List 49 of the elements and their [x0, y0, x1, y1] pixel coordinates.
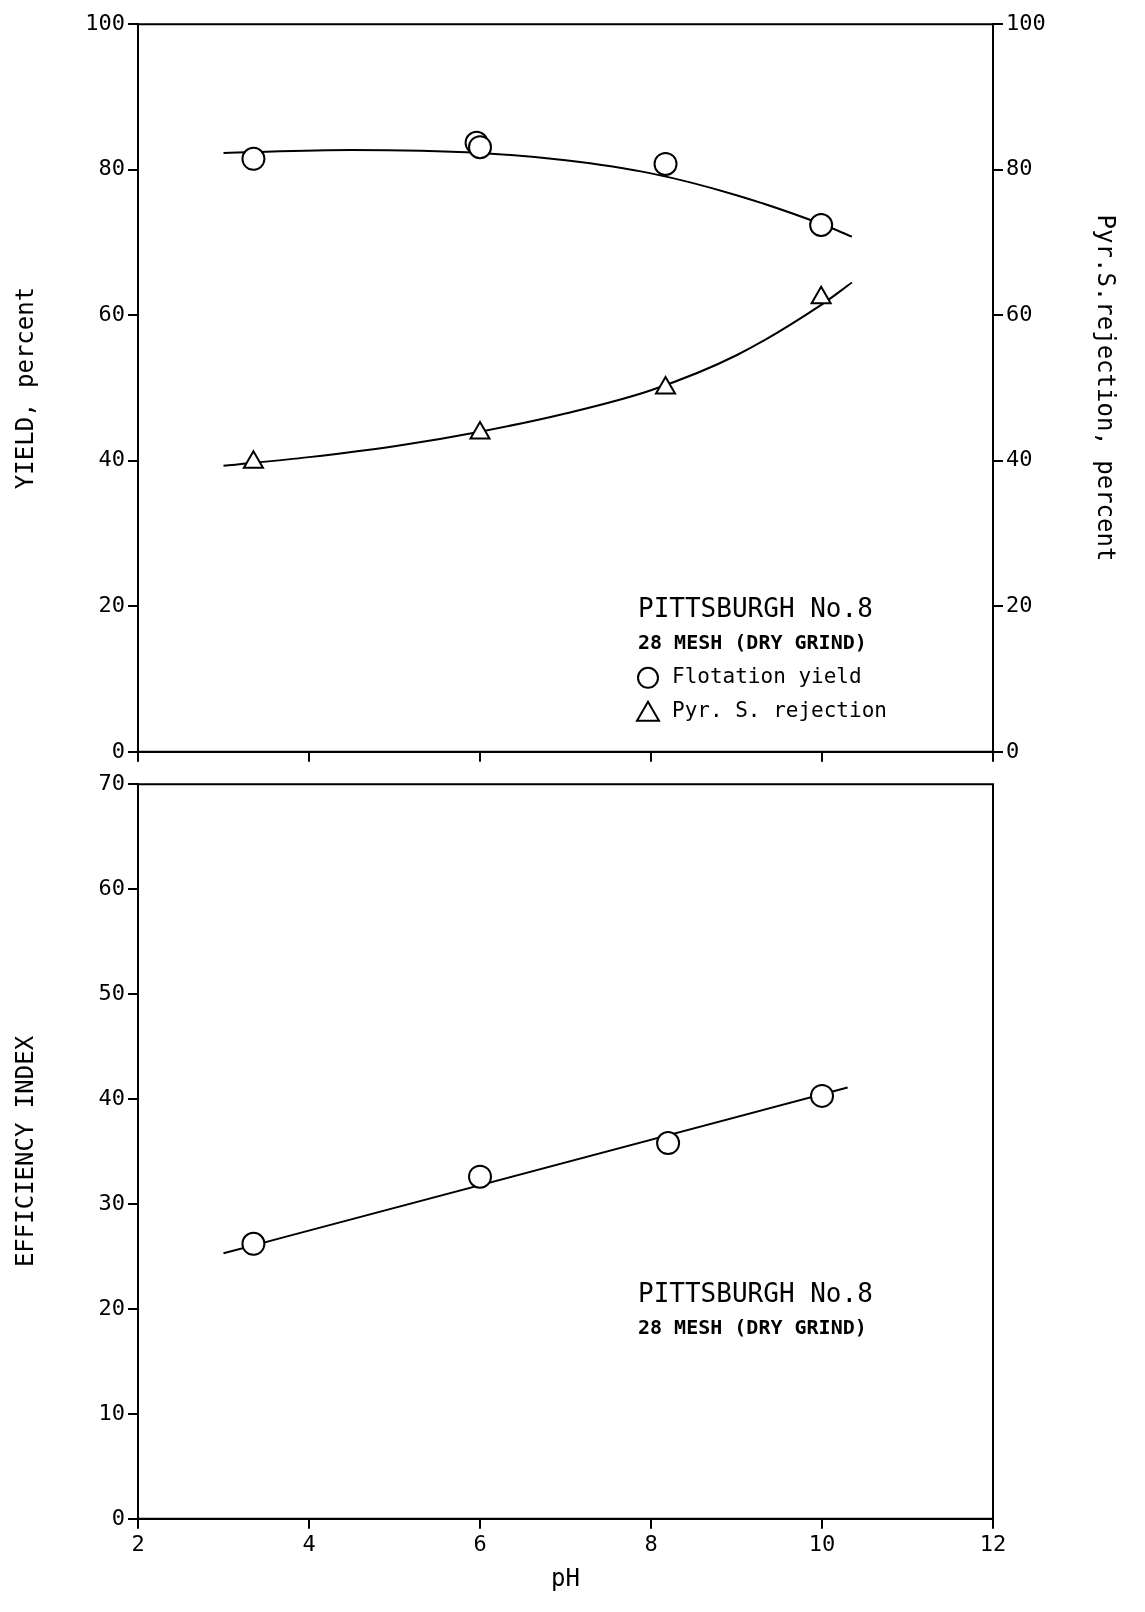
y-tick-label: 10 — [98, 1399, 125, 1425]
point — [241, 146, 266, 171]
y2-tick-label: 60 — [1006, 300, 1033, 326]
y2-tick-label: 100 — [1006, 9, 1046, 35]
y-tick-label: 80 — [98, 155, 125, 181]
y2-axis-title: Pyr.S.rejection, percent — [1092, 214, 1121, 562]
line-series — [222, 281, 853, 467]
y2-tick-label: 40 — [1006, 446, 1033, 472]
y-tick-label: 60 — [98, 874, 125, 900]
y-tick-label: 20 — [98, 592, 125, 617]
y2-tick-label: 20 — [1006, 592, 1033, 617]
annotation: PITTSBURGH No.8 — [638, 592, 873, 623]
y2-tick-label: 80 — [1006, 155, 1033, 181]
y-tick-label: 20 — [98, 1294, 125, 1320]
x-tick-label: 4 — [302, 1530, 316, 1556]
x-axis-title: pH — [551, 1563, 580, 1592]
y-axis-title: YIELD, percent — [10, 286, 39, 490]
x-tick-label: 10 — [808, 1530, 836, 1556]
y-tick-label: 0 — [111, 737, 125, 763]
y-tick-label: 70 — [98, 769, 125, 795]
point — [468, 135, 492, 160]
y-tick-label: 0 — [111, 1504, 125, 1530]
y-tick-label: 50 — [98, 979, 125, 1005]
point — [809, 213, 834, 238]
point — [241, 1231, 266, 1256]
x-tick-label: 8 — [644, 1530, 658, 1556]
x-tick-label: 12 — [979, 1530, 1007, 1556]
legend-label: Flotation yield — [672, 664, 862, 689]
annotation: 28 MESH (DRY GRIND) — [638, 1315, 867, 1339]
legend-label: Pyr. S. rejection — [672, 698, 887, 723]
point — [810, 1083, 834, 1108]
annotation: 28 MESH (DRY GRIND) — [638, 630, 867, 654]
point — [810, 285, 832, 305]
point — [655, 376, 677, 395]
y-axis-title: EFFICIENCY INDEX — [10, 1035, 39, 1268]
y-tick-label: 30 — [98, 1189, 125, 1215]
x-tick-label: 6 — [473, 1530, 487, 1556]
annotation: PITTSBURGH No.8 — [638, 1277, 873, 1308]
point — [468, 1164, 492, 1189]
y-tick-label: 100 — [85, 9, 125, 35]
point — [653, 151, 678, 176]
y-tick-label: 40 — [98, 446, 125, 472]
y-tick-label: 40 — [98, 1084, 125, 1110]
y-tick-label: 60 — [98, 300, 125, 326]
point — [242, 450, 264, 469]
point — [656, 1131, 681, 1156]
x-tick-label: 2 — [131, 1530, 145, 1556]
y2-tick-label: 0 — [1006, 737, 1020, 763]
point — [469, 421, 491, 440]
